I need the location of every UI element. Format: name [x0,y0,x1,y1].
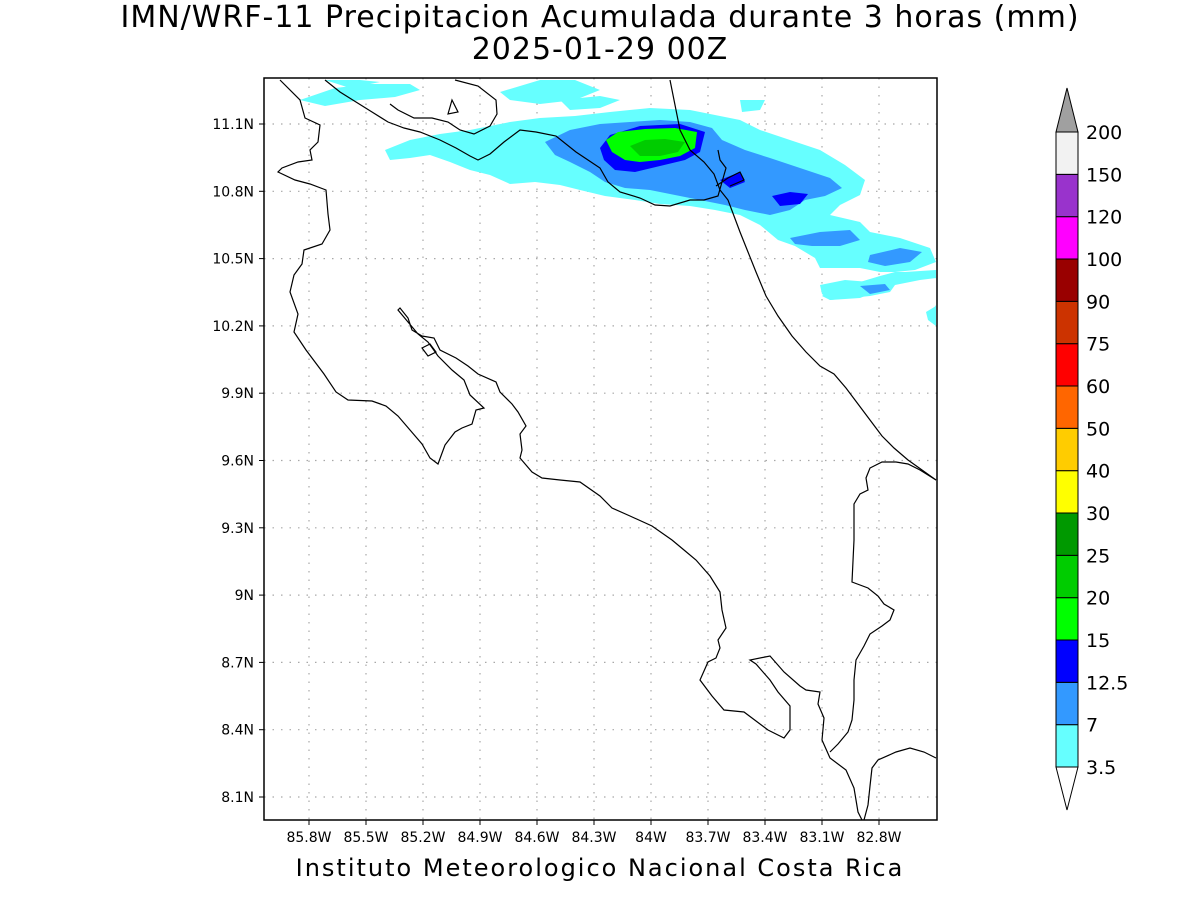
colorbar-label: 90 [1086,291,1110,313]
lat-tick-label: 8.4N [221,723,254,739]
lat-tick-label: 9.9N [221,386,254,402]
lon-tick-label: 84W [635,830,667,846]
panama-border [829,461,937,753]
colorbar-label: 200 [1086,122,1122,144]
coastlines [276,79,937,820]
colorbar-label: 30 [1086,503,1110,525]
title-date: 2025-01-29 00Z [471,32,729,67]
lon-tick-label: 84.6W [514,830,559,846]
colorbar-label: 100 [1086,249,1122,271]
lon-tick-label: 84.9W [457,830,502,846]
title-main: IMN/WRF-11 Precipitacion Acumulada duran… [120,0,1080,35]
chart-title: IMN/WRF-11 Precipitacion Acumulada duran… [0,2,1200,66]
colorbar-label: 150 [1086,164,1122,186]
colorbar-label: 75 [1086,334,1110,356]
colorbar-swatch [1055,427,1079,472]
lat-tick-label: 10.8N [212,184,254,200]
colorbar-label: 50 [1086,418,1110,440]
lat-tick-label: 10.2N [212,319,254,335]
colorbar-label: 40 [1086,461,1110,483]
mouth-border [715,171,745,187]
lon-tick-label: 83.1W [799,830,844,846]
lon-tick-label: 85.5W [343,830,388,846]
colorbar-label: 25 [1086,545,1110,567]
colorbar-label: 7 [1086,715,1098,737]
colorbar-label: 15 [1086,630,1110,652]
colorbar-swatch [1055,639,1079,683]
north-border [324,79,727,207]
lon-tick-label: 85.8W [286,830,331,846]
lake-island [447,98,459,115]
colorbar-swatch [1055,385,1079,429]
lat-tick-label: 10.5N [212,252,254,268]
colorbar-label: 3.5 [1086,757,1116,779]
colorbar-swatch [1055,343,1079,387]
lon-tick-label: 85.2W [400,830,445,846]
colorbar-label: 20 [1086,588,1110,610]
caribbean-coast [669,79,937,481]
footer-credit: Instituto Meteorologico Nacional Costa R… [295,854,905,882]
precip-band-cyan-3.5 [300,80,936,325]
longitude-axis: 85.8W 85.5W 85.2W 84.9W 84.6W 84.3W 84W 83.7W 83… [286,820,902,846]
precip-band-green-20 [630,139,685,156]
lat-tick-label: 8.7N [221,655,254,671]
lon-tick-label: 84.3W [571,830,616,846]
colorbar-label: 12.5 [1086,672,1128,694]
colorbar-label: 120 [1086,207,1122,229]
colorbar-over-arrow [1055,87,1079,133]
lat-tick-label: 9N [235,588,254,604]
colorbar-swatch [1055,681,1079,726]
lat-tick-label: 9.3N [221,521,254,537]
lon-tick-label: 83.7W [685,830,730,846]
lat-tick-label: 9.6N [221,454,254,470]
gulf-island [421,343,437,357]
colorbar-swatch [1055,597,1079,641]
colorbar-swatch [1055,512,1079,556]
lat-tick-label: 8.1N [221,790,254,806]
colorbar-swatch [1055,554,1079,599]
colorbar-swatch [1055,216,1079,260]
colorbar: 3.5 7 12.5 15 20 25 30 40 50 60 75 90 100 120 150 200 [1055,87,1128,811]
map-frame [263,77,938,821]
colorbar-swatch [1055,131,1079,175]
colorbar-under-arrow [1055,766,1079,811]
nicaragua-lake-shore [389,79,498,135]
lon-tick-label: 82.8W [856,830,901,846]
pacific-coast [276,79,937,820]
colorbar-label: 60 [1086,376,1110,398]
colorbar-swatch [1055,300,1079,345]
colorbar-swatch [1055,724,1079,768]
lon-tick-label: 83.4W [742,830,787,846]
colorbar-swatch [1055,173,1079,218]
precipitation-field [300,80,936,326]
latitude-axis: 11.1N 10.8N 10.5N 10.2N 9.9N 9.6N 9.3N 9N 8.7N 8.… [212,117,264,806]
colorbar-swatch [1055,258,1079,302]
lat-tick-label: 11.1N [212,117,254,133]
colorbar-swatch [1055,470,1079,514]
